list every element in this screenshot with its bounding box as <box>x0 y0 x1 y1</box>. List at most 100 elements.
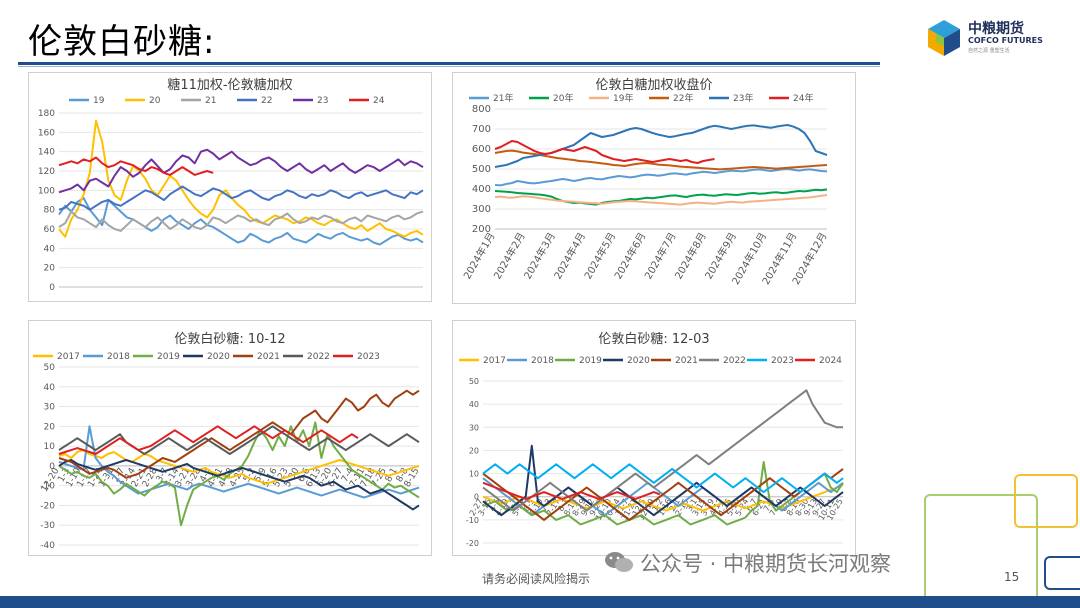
c3-ytick-label: 20 <box>44 422 56 432</box>
c4-series-line-2021 <box>482 468 844 521</box>
deco-yellow-frame <box>1014 474 1078 528</box>
risk-disclaimer: 请务必阅读风险揭示 <box>482 572 591 586</box>
c2-legend-label-19年: 19年 <box>613 92 633 104</box>
c4-ytick-label: 0 <box>474 493 479 502</box>
c2-ytick-label: 700 <box>472 124 491 135</box>
c1-legend-label-22: 22 <box>261 96 272 106</box>
c2-ytick-label: 600 <box>472 144 491 155</box>
logo-english-name: COFCO FUTURES <box>968 36 1043 45</box>
c4-legend-label-2024: 2024 <box>819 356 842 366</box>
c1-ytick-label: 80 <box>44 206 56 216</box>
c3-series-line-2020 <box>58 459 420 511</box>
c4-ytick-label: 50 <box>469 377 479 386</box>
c4-ytick-label: 20 <box>469 446 479 455</box>
c3-ytick-label: 50 <box>44 363 56 373</box>
c1-ytick-label: 100 <box>38 186 55 196</box>
c4-series-line-2022 <box>482 389 843 512</box>
chart-c4: 伦敦白砂糖: 12-03 2017 2018 2019 2020 2021 2022 2023… <box>459 331 845 548</box>
c4-ytick-label: -20 <box>466 539 479 548</box>
c4-legend-label-2023: 2023 <box>771 356 794 366</box>
c2-title: 伦敦白糖加权收盘价 <box>595 77 712 93</box>
c3-ytick-label: 0 <box>49 462 55 472</box>
title-rule <box>18 62 880 65</box>
c4-title: 伦敦白砂糖: 12-03 <box>598 331 709 347</box>
cofco-logo: 中粮期货 COFCO FUTURES 自然之源 重塑生活 <box>924 16 1064 60</box>
c3-legend-label-2022: 2022 <box>307 352 330 362</box>
wechat-account-label: 公众号 · 中粮期货长河观察 <box>640 552 892 576</box>
c3-ytick-label: -30 <box>40 521 55 531</box>
chart-c3: 伦敦白砂糖: 10-12 2017 2018 2019 2020 2021 2022 2023… <box>33 331 422 551</box>
logo-slogan: 自然之源 重塑生活 <box>968 48 1010 54</box>
bottom-bar <box>0 596 1080 608</box>
c1-legend-label-24: 24 <box>373 96 385 106</box>
chart-c2: 伦敦白糖加权收盘价 21年 20年 19年 22年 23年 24年 800 700 600 500 4… <box>460 77 829 287</box>
c3-ytick-label: -40 <box>40 541 55 551</box>
cofco-cube-icon <box>928 20 960 56</box>
c4-legend-label-2022: 2022 <box>723 356 746 366</box>
c1-ytick-label: 180 <box>38 109 55 119</box>
deco-blue-frame <box>1044 556 1080 590</box>
c1-legend-label-20: 20 <box>149 96 161 106</box>
c3-ytick-label: -20 <box>40 501 55 511</box>
c3-legend-label-2018: 2018 <box>107 352 130 362</box>
c2-legend-label-23年: 23年 <box>733 92 753 104</box>
c4-ytick-label: -10 <box>466 516 479 525</box>
c3-series-line-2022 <box>58 425 420 455</box>
wechat-watermark: 公众号 · 中粮期货长河观察 <box>605 548 892 578</box>
c1-title: 糖11加权-伦敦糖加权 <box>167 77 292 93</box>
c2-legend-label-21年: 21年 <box>493 92 513 104</box>
c2-series-line-22年 <box>494 149 828 171</box>
c2-series-line-20年 <box>494 188 828 206</box>
c2-ytick-label: 500 <box>472 164 491 175</box>
c3-legend-label-2021: 2021 <box>257 352 280 362</box>
c3-title: 伦敦白砂糖: 10-12 <box>174 331 285 347</box>
c3-ytick-label: 10 <box>44 442 56 452</box>
c4-series-line-2019 <box>482 461 844 526</box>
chart-c3-panel: 伦敦白砂糖: 10-12 2017 2018 2019 2020 2021 2022 2023… <box>28 320 432 556</box>
page-title: 伦敦白砂糖: <box>28 22 216 62</box>
c1-series-line-19 <box>58 197 424 246</box>
c2-series-line-21年 <box>494 168 828 187</box>
c4-series-line-2020 <box>482 444 844 517</box>
c3-legend-label-2017: 2017 <box>57 352 80 362</box>
c3-ytick-label: 30 <box>44 403 56 413</box>
c4-legend-label-2019: 2019 <box>579 356 602 366</box>
c2-xtick-label: 2024年1月 <box>460 230 497 281</box>
c3-legend-label-2023: 2023 <box>357 352 380 362</box>
c2-legend-label-24年: 24年 <box>793 92 813 104</box>
c1-series-line-22 <box>58 185 424 211</box>
c1-ytick-label: 120 <box>38 167 55 177</box>
c2-ytick-label: 800 <box>472 104 491 115</box>
c2-legend-label-22年: 22年 <box>673 92 693 104</box>
c4-series-line-2024 <box>482 481 661 500</box>
chart-c4-panel: 伦敦白砂糖: 12-03 2017 2018 2019 2020 2021 2022 2023… <box>452 320 856 556</box>
c3-series-line-2018 <box>58 425 420 499</box>
c4-legend-label-2018: 2018 <box>531 356 554 366</box>
c4-ytick-label: 40 <box>469 400 479 409</box>
title-rule-thin <box>18 66 880 67</box>
c1-series-line-24 <box>58 156 214 176</box>
c3-legend-label-2019: 2019 <box>157 352 180 362</box>
c1-ytick-label: 140 <box>38 148 55 158</box>
c3-series-line-2023 <box>58 425 359 455</box>
c1-ytick-label: 0 <box>49 283 55 293</box>
logo-chinese-name: 中粮期货 <box>968 21 1024 37</box>
page-number: 15 <box>1004 570 1020 584</box>
c1-series-line-23 <box>58 148 424 194</box>
c4-legend-label-2017: 2017 <box>483 356 506 366</box>
c1-legend-label-21: 21 <box>205 96 216 106</box>
chart-c1: 糖11加权-伦敦糖加权 19 20 21 22 23 24 180 160 140 120 100 80… <box>38 77 424 293</box>
c2-series-line-19年 <box>494 194 828 206</box>
wechat-icon <box>605 552 633 572</box>
c1-legend-label-19: 19 <box>93 96 105 106</box>
c1-ytick-label: 160 <box>38 128 55 138</box>
c3-series-line-2021 <box>58 389 420 479</box>
c4-legend-label-2021: 2021 <box>675 356 698 366</box>
c1-series-line-20 <box>58 119 424 238</box>
c3-ytick-label: 40 <box>44 383 56 393</box>
c2-ytick-label: 300 <box>472 204 491 215</box>
c1-legend-label-23: 23 <box>317 96 328 106</box>
c2-legend-label-20年: 20年 <box>553 92 573 104</box>
c4-ytick-label: 30 <box>469 423 479 432</box>
c3-legend-label-2020: 2020 <box>207 352 230 362</box>
